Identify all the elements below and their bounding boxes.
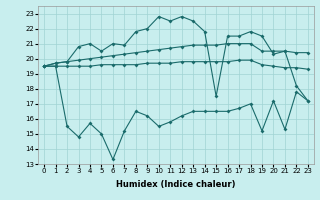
X-axis label: Humidex (Indice chaleur): Humidex (Indice chaleur) bbox=[116, 180, 236, 189]
